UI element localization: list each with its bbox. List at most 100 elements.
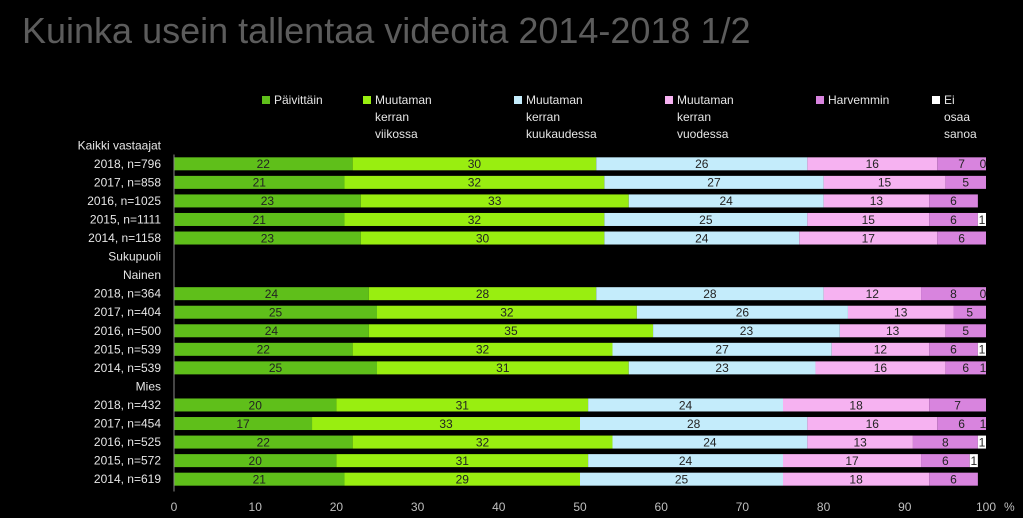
data-label: 31: [496, 361, 510, 375]
data-label: 1: [979, 343, 986, 357]
data-label: 17: [236, 417, 250, 431]
data-label: 31: [456, 454, 470, 468]
legend-swatch: [816, 96, 824, 104]
data-label: 32: [500, 306, 514, 320]
data-label: 28: [476, 287, 490, 301]
bar-segment: [174, 342, 353, 356]
bar-segment: [352, 157, 597, 171]
group-header-label: Kaikki vastaajat: [78, 138, 162, 152]
x-tick-label: 60: [655, 500, 669, 514]
bar-segment: [174, 287, 369, 301]
bar-segment: [977, 435, 986, 449]
data-label: 1: [979, 435, 986, 449]
x-axis-unit: %: [1004, 500, 1015, 514]
data-label: 20: [249, 398, 263, 412]
data-label: 13: [853, 435, 867, 449]
bar-segment: [799, 231, 938, 245]
data-label: 22: [257, 435, 271, 449]
bar-segment: [352, 435, 613, 449]
legend-label: Päivittäin: [274, 93, 323, 107]
data-label: 30: [476, 231, 490, 245]
legend-label: Harvemmin: [828, 93, 890, 107]
bar-segment: [368, 324, 654, 338]
bar-segment: [977, 342, 986, 356]
bar-segment: [580, 472, 783, 486]
bar-segment: [377, 305, 637, 319]
bar-segment: [937, 417, 986, 431]
data-label: 31: [456, 398, 470, 412]
bar-segment: [807, 212, 930, 226]
data-label: 18: [849, 472, 863, 486]
bar-segment: [783, 398, 930, 412]
bar-segment: [604, 231, 800, 245]
data-label: 6: [950, 343, 957, 357]
bar-segment: [174, 417, 313, 431]
bar-segment: [580, 417, 808, 431]
legend-swatch: [514, 96, 522, 104]
bar-segment: [912, 435, 978, 449]
category-label: 2018, n=364: [94, 287, 161, 301]
x-tick-label: 90: [898, 500, 912, 514]
legend-label: Muutaman kerran vuodessa: [677, 93, 734, 141]
data-label: 22: [257, 343, 271, 357]
bar-segment: [815, 361, 946, 375]
x-tick-label: 70: [736, 500, 750, 514]
legend-label: Muutaman kerran viikossa: [375, 93, 432, 141]
data-label: 24: [703, 435, 717, 449]
data-label: 23: [261, 194, 275, 208]
bar-segment: [344, 472, 580, 486]
bar-segment: [174, 435, 353, 449]
bar-segment: [953, 305, 986, 319]
data-label: 18: [849, 398, 863, 412]
x-tick-label: 20: [330, 500, 344, 514]
bar-segment: [174, 361, 377, 375]
data-label: 24: [679, 398, 693, 412]
data-label: 15: [878, 176, 892, 190]
bar-segment: [921, 287, 986, 301]
data-label: 20: [249, 454, 263, 468]
bar-segment: [604, 175, 824, 189]
x-tick-label: 40: [492, 500, 506, 514]
data-label: 13: [870, 194, 884, 208]
category-label: 2016, n=500: [94, 324, 161, 338]
bar-segment: [783, 454, 922, 468]
data-label: 26: [736, 306, 750, 320]
data-label: 24: [679, 454, 693, 468]
data-label: 6: [950, 194, 957, 208]
legend-swatch: [932, 96, 940, 104]
bar-segment: [847, 305, 954, 319]
bar-segment: [929, 194, 978, 208]
x-tick-label: 80: [817, 500, 831, 514]
data-label: 25: [699, 213, 713, 227]
data-label: 24: [265, 324, 279, 338]
data-label: 35: [504, 324, 518, 338]
bar-segment: [174, 398, 337, 412]
bar-segment: [929, 472, 978, 486]
data-label: 25: [269, 306, 283, 320]
x-tick-label: 100: [976, 500, 996, 514]
bar-segment: [628, 361, 816, 375]
data-label: 5: [966, 306, 973, 320]
bar-segment: [344, 212, 605, 226]
data-label: 32: [468, 213, 482, 227]
data-label: 13: [886, 324, 900, 338]
bar-segment: [945, 361, 986, 375]
legend-swatch: [363, 96, 371, 104]
bar-segment: [174, 305, 377, 319]
bar-segment: [360, 231, 605, 245]
bar-segment: [823, 287, 922, 301]
bar-segment: [937, 157, 986, 171]
data-label: 6: [942, 454, 949, 468]
bar-segment: [174, 175, 345, 189]
data-label: 23: [715, 361, 729, 375]
data-label: 24: [265, 287, 279, 301]
bar-segment: [653, 324, 840, 338]
data-label: 32: [468, 176, 482, 190]
category-label: 2014, n=619: [94, 472, 161, 486]
data-label: 12: [866, 287, 880, 301]
bar-segment: [929, 342, 978, 356]
bar-segment: [783, 472, 930, 486]
bar-segment: [174, 212, 345, 226]
category-label: 2018, n=796: [94, 157, 161, 171]
